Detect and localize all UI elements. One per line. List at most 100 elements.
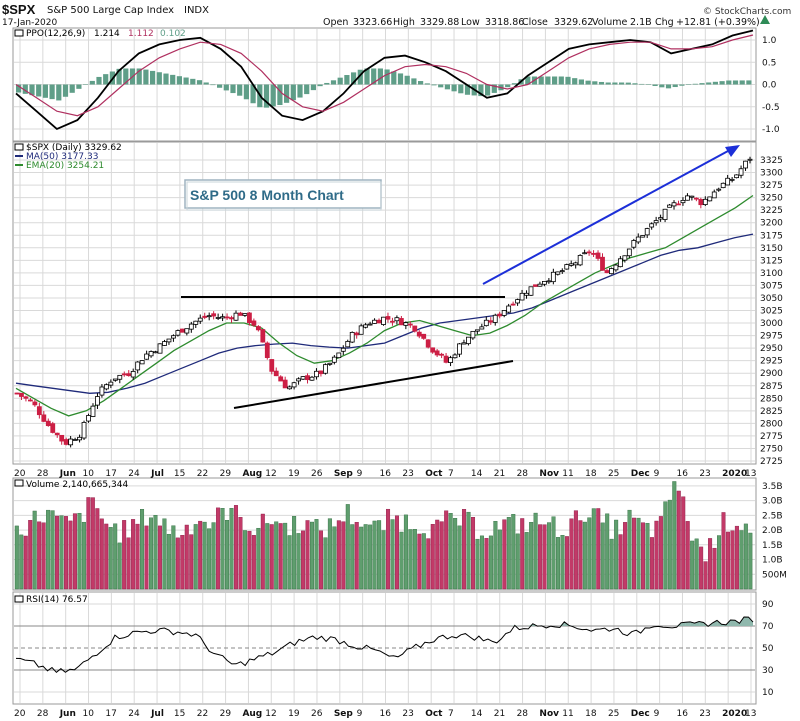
volume-bar (242, 530, 247, 590)
candle-body (193, 320, 199, 325)
candle-body (54, 432, 60, 436)
volume-bar (68, 520, 73, 590)
x-tick-label: 7 (448, 469, 454, 479)
candle-body (403, 322, 409, 326)
volume-bar (564, 536, 569, 590)
ppo-legend: PPO(12,26,9) 1.214 1.112 0.102 (14, 29, 186, 39)
candle-body (591, 253, 596, 255)
ppo-hist-bar (371, 68, 377, 85)
ppo-hist-bar (679, 84, 685, 86)
candle-body (479, 326, 485, 330)
volume-bar (623, 522, 628, 590)
volume-bar (681, 496, 686, 590)
ppo-hist-bar (585, 80, 591, 85)
ppo-hist-bar (344, 75, 350, 85)
volume-legend-label: Volume 2,140,665,344 (26, 480, 128, 490)
ppo-hist-bar (76, 84, 82, 89)
candle-body (255, 326, 261, 331)
volume-bar (685, 521, 690, 590)
volume-bar (171, 525, 176, 590)
volume-bar (381, 530, 386, 590)
y-tick-label: 2825 (760, 407, 783, 417)
candle-body (738, 168, 744, 176)
volume-bar (314, 519, 319, 590)
candle-body (470, 330, 476, 339)
volume-bar (394, 515, 399, 590)
candle-body (363, 324, 369, 328)
candle-body (171, 335, 176, 339)
ppo-hist-bar (277, 84, 283, 106)
ppo-hist-bar (83, 84, 89, 85)
volume-bar (135, 523, 140, 590)
volume-bar (703, 561, 708, 590)
annotation-box: S&P 500 8 Month Chart (184, 179, 382, 211)
ppo-hist-bar (464, 84, 471, 95)
ppo-hist-bar (625, 82, 631, 85)
volume-label: Volume (592, 17, 627, 28)
y-tick-label: 2950 (760, 344, 783, 354)
volume-bar (426, 538, 431, 590)
ppo-hist-bar (156, 72, 162, 85)
x-tick-label: 10 (83, 469, 95, 479)
volume-bar (721, 512, 726, 590)
ppo-hist-bar (263, 84, 270, 108)
x-tick-label: 28 (517, 709, 529, 719)
y-tick-label: 3.0B (762, 497, 783, 507)
ema20-legend-label: EMA(20) 3254.21 (26, 161, 104, 171)
volume-bar (90, 497, 95, 590)
x-tick-label: 17 (105, 709, 116, 719)
volume-bar (336, 520, 341, 590)
x-tick-label: 24 (128, 469, 140, 479)
ppo-hist-bar (411, 78, 417, 85)
candle-body (412, 325, 418, 332)
x-tick-label: 25 (608, 709, 619, 719)
x-tick-label: 23 (402, 469, 413, 479)
close-label: Close (522, 17, 548, 28)
rsi-legend-label: RSI(14) 76.57 (26, 595, 88, 605)
ppo-hist-bar (552, 76, 558, 85)
volume-bar (207, 528, 212, 590)
candle-body (407, 323, 413, 326)
candle-body (734, 174, 739, 179)
volume-bar (131, 519, 136, 590)
rsi-overbought-fill (681, 622, 686, 626)
candle-body (103, 384, 109, 390)
ppo-hist-bar (223, 84, 229, 91)
volume-bar (162, 518, 167, 590)
high-value: 3329.88 (420, 17, 459, 28)
volume-bar (59, 515, 64, 590)
volume-bar (578, 520, 583, 590)
y-tick-label: 3100 (760, 269, 783, 279)
volume-bar (77, 512, 82, 590)
candle-body (635, 236, 641, 243)
x-tick-label: 23 (402, 709, 413, 719)
y-tick-label: 1.0 (762, 36, 777, 46)
volume-bar (538, 524, 543, 590)
volume-bar (444, 510, 449, 590)
candle-body (224, 316, 230, 319)
ppo-hist-value: 0.102 (160, 29, 186, 39)
ppo-hist-bar (458, 84, 464, 94)
candle-body (211, 313, 217, 317)
y-axis-ticks: 1.0 0.5 0.0 -0.5 -1.0 3325 3300 3275 3250 3225 320… (760, 36, 787, 698)
ppo-hist-bar (176, 76, 182, 85)
chg-label: Chg (655, 17, 674, 28)
x-axis-ticks: 20202828JunJun101017172424JulJul15152222… (14, 469, 756, 719)
volume-bar (28, 520, 33, 590)
candle-body (702, 198, 708, 206)
volume-bar (614, 519, 619, 590)
ppo-hist-bar (29, 84, 35, 96)
price-panel (12, 141, 757, 465)
ppo-hist-bar (665, 84, 672, 89)
volume-bar (725, 531, 730, 590)
ppo-hist-bar (391, 71, 397, 85)
y-tick-label: -1.0 (762, 125, 780, 135)
x-tick-label: Aug (242, 709, 262, 719)
ppo-hist-bar (230, 84, 236, 94)
ppo-hist-bar (150, 70, 156, 85)
ppo-hist-bar (196, 80, 203, 85)
candle-body (179, 328, 185, 333)
ppo-hist-bar (619, 82, 625, 85)
candle-body (667, 204, 672, 208)
volume-bar (511, 514, 516, 590)
